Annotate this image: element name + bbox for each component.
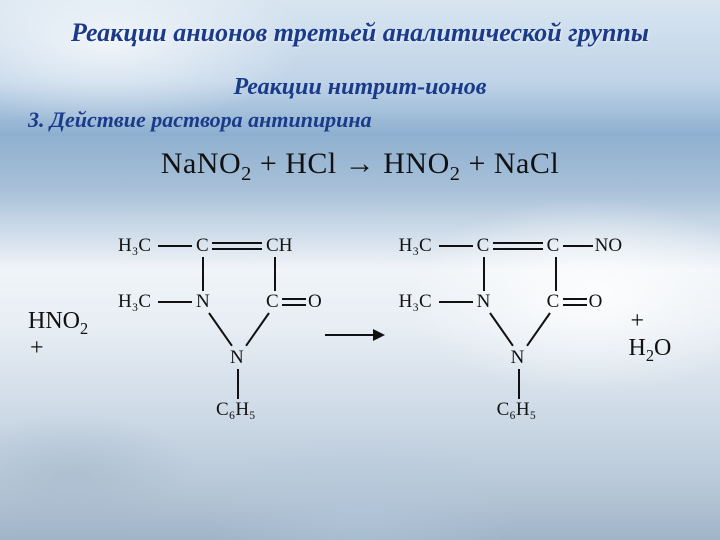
bond <box>237 369 239 399</box>
lbl-n-bot-l: N <box>230 347 244 369</box>
bond <box>245 312 270 346</box>
bond <box>489 312 514 346</box>
lbl-h3c-mid-l: H₃C <box>118 291 151 313</box>
plus-left: + <box>30 335 44 361</box>
lbl-c-top2-r: C <box>547 235 560 257</box>
product-suffix: + H2O <box>629 308 692 362</box>
bond <box>493 248 543 250</box>
bond <box>208 312 233 346</box>
reactant-prefix: HNO2 + <box>28 308 108 362</box>
lbl-c-mid-l: C <box>266 291 279 313</box>
bond <box>439 245 473 247</box>
lbl-ch-l: CH <box>266 235 292 257</box>
bond <box>158 245 192 247</box>
lbl-no-r: NO <box>595 235 622 257</box>
lbl-h3c-top-l: H₃C <box>118 235 151 257</box>
structure-right: H₃C C C NO H₃C N C O N C₆H₅ <box>399 235 619 435</box>
structure-left: H₃C C CH H₃C N C O N C₆H₅ <box>118 235 309 435</box>
structural-reaction: HNO2 + H₃C C CH H₃C N C O N C₆H₅ <box>28 235 692 435</box>
eq1-lhs1-sub: 2 <box>241 163 252 185</box>
slide-title: Реакции анионов третьей аналитической гр… <box>28 18 692 48</box>
bond <box>274 257 276 291</box>
lbl-n-mid-r: N <box>477 291 491 313</box>
eq1-lhs1: NaNO <box>161 147 241 180</box>
lbl-c-mid-r: C <box>547 291 560 313</box>
eq1-arrow: → <box>337 147 384 180</box>
lbl-o-l: O <box>308 291 322 313</box>
bond <box>212 248 262 250</box>
eq1-rhs2: NaCl <box>494 147 559 180</box>
hno2-formula: HNO <box>28 308 80 334</box>
h2o-o: O <box>654 335 671 361</box>
lbl-n-mid-l: N <box>196 291 210 313</box>
bond <box>526 312 551 346</box>
h2o-h: H <box>629 335 646 361</box>
lbl-o-r: O <box>589 291 603 313</box>
lbl-c6h5-l: C₆H₅ <box>216 399 256 421</box>
action-line: 3. Действие раствора антипирина <box>28 107 692 133</box>
eq1-rhs1: HNO <box>383 147 450 180</box>
bond <box>158 301 192 303</box>
bond <box>563 304 587 306</box>
lbl-h3c-mid-r: H₃C <box>399 291 432 313</box>
eq1-plus2: + <box>460 147 493 180</box>
lbl-h3c-top-r: H₃C <box>399 235 432 257</box>
bond <box>483 257 485 291</box>
plus-right: + <box>631 308 645 334</box>
lbl-c-top-l: C <box>196 235 209 257</box>
bond <box>555 257 557 291</box>
lbl-c6h5-r: C₆H₅ <box>497 399 537 421</box>
reaction-arrow-icon <box>325 334 382 336</box>
eq1-plus1: + <box>252 147 285 180</box>
slide-subtitle: Реакции нитрит-ионов <box>28 74 692 101</box>
bond <box>439 301 473 303</box>
bond <box>563 298 587 300</box>
bond <box>282 298 306 300</box>
bond <box>493 242 543 244</box>
bond <box>212 242 262 244</box>
bond <box>518 369 520 399</box>
hno2-sub: 2 <box>80 319 88 338</box>
eq1-lhs2: HCl <box>285 147 337 180</box>
bond <box>563 245 593 247</box>
h2o-sub: 2 <box>646 346 654 365</box>
bond <box>202 257 204 291</box>
lbl-n-bot-r: N <box>511 347 525 369</box>
bond <box>282 304 306 306</box>
eq1-rhs1-sub: 2 <box>450 163 461 185</box>
equation-1: NaNO2 + HCl → HNO2 + NaCl <box>28 147 692 181</box>
lbl-c-top-r: C <box>477 235 490 257</box>
